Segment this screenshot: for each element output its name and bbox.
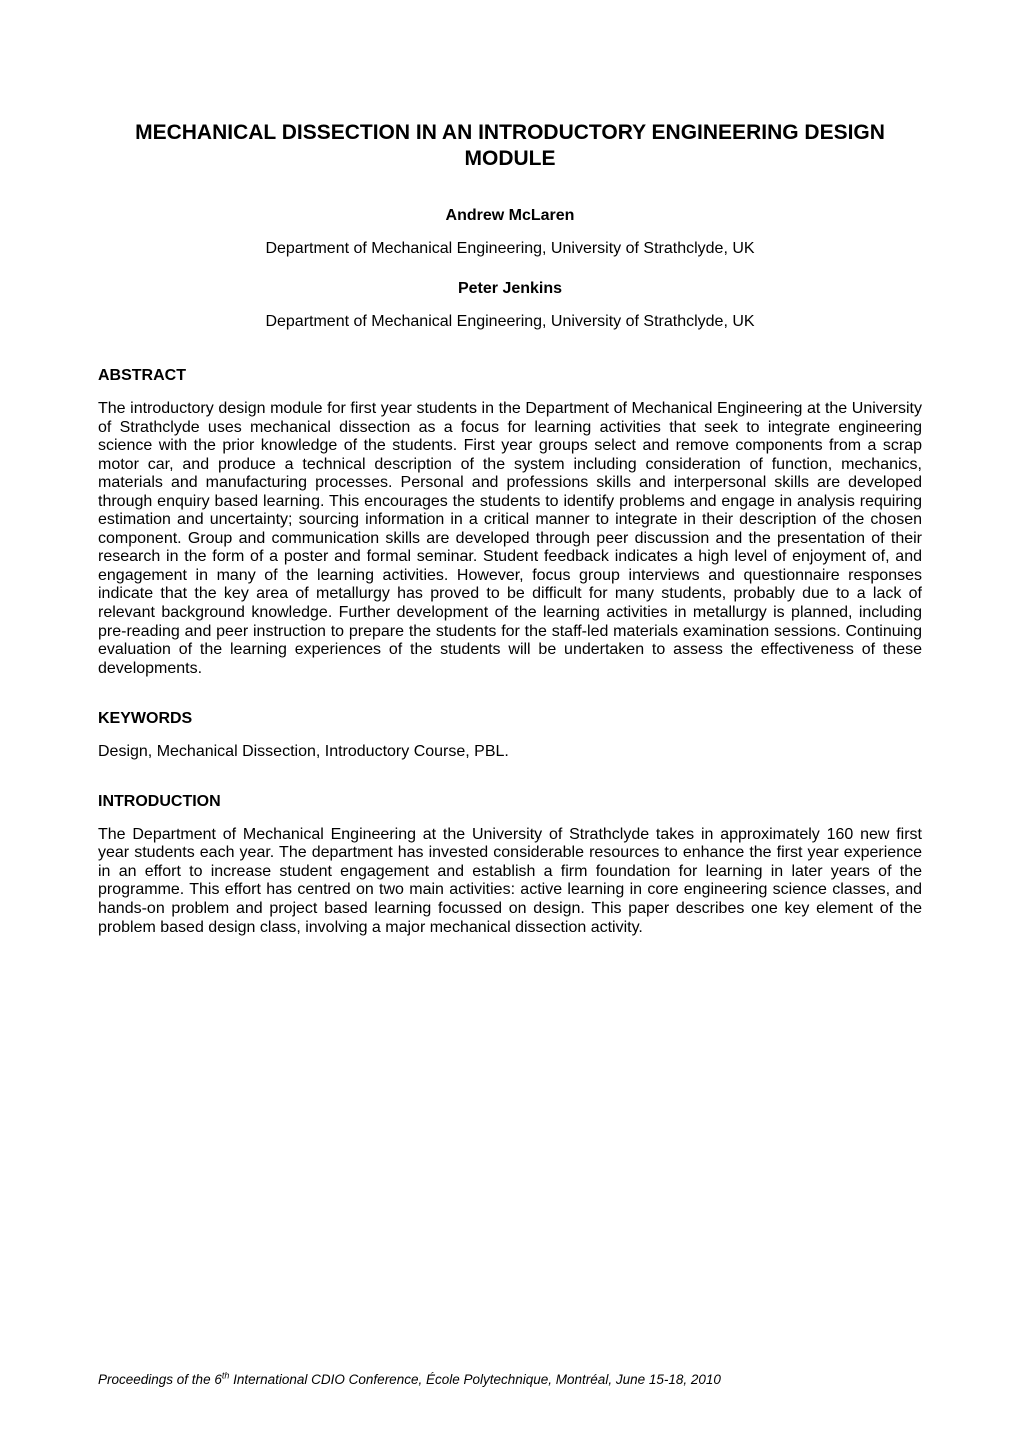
footer-suffix: International CDIO Conference, École Pol… xyxy=(229,1372,721,1387)
introduction-heading: INTRODUCTION xyxy=(98,793,922,812)
author-name-2: Peter Jenkins xyxy=(98,280,922,299)
author-affiliation-1: Department of Mechanical Engineering, Un… xyxy=(98,240,922,259)
abstract-heading: ABSTRACT xyxy=(98,367,922,386)
abstract-body: The introductory design module for first… xyxy=(98,400,922,678)
introduction-body: The Department of Mechanical Engineering… xyxy=(98,826,922,937)
author-name-1: Andrew McLaren xyxy=(98,207,922,226)
keywords-body: Design, Mechanical Dissection, Introduct… xyxy=(98,743,922,762)
footer-proceedings: Proceedings of the 6th International CDI… xyxy=(98,1372,721,1388)
keywords-heading: KEYWORDS xyxy=(98,710,922,729)
author-affiliation-2: Department of Mechanical Engineering, Un… xyxy=(98,313,922,332)
paper-title: MECHANICAL DISSECTION IN AN INTRODUCTORY… xyxy=(98,120,922,171)
page: MECHANICAL DISSECTION IN AN INTRODUCTORY… xyxy=(0,0,1020,1442)
footer-prefix: Proceedings of the 6 xyxy=(98,1372,222,1387)
